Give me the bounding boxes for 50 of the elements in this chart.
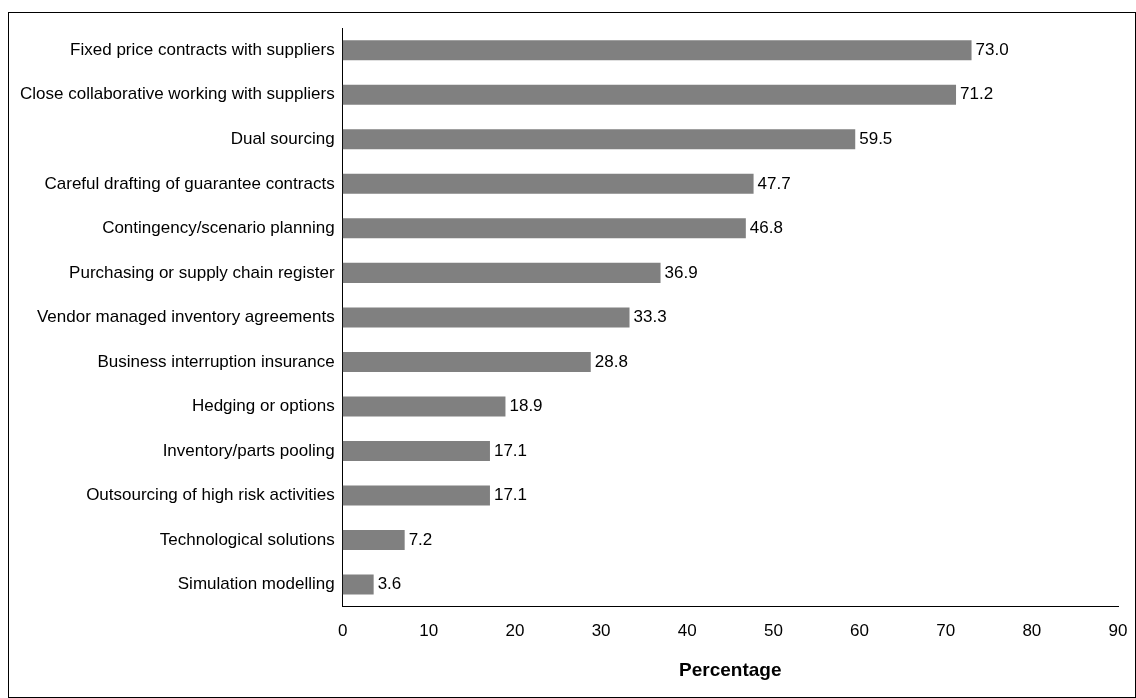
data-label: 36.9 xyxy=(664,262,698,282)
bar xyxy=(342,129,856,150)
bar xyxy=(342,440,490,461)
x-axis-title: Percentage xyxy=(679,658,782,680)
y-tick-label: Purchasing or supply chain register xyxy=(69,262,335,282)
x-tick-label: 80 xyxy=(1022,620,1042,640)
x-tick-label: 50 xyxy=(763,620,783,640)
data-label: 59.5 xyxy=(859,129,893,148)
bar xyxy=(342,218,746,239)
bar xyxy=(342,173,754,194)
y-tick-label: Close collaborative working with suppliers xyxy=(19,84,335,104)
y-tick-label: Outsourcing of high risk activities xyxy=(86,485,335,505)
data-label: 28.8 xyxy=(594,351,628,371)
y-tick-label: Fixed price contracts with suppliers xyxy=(70,39,335,59)
x-tick-label: 10 xyxy=(419,620,439,640)
data-label: 33.3 xyxy=(633,307,667,327)
data-label: 71.2 xyxy=(960,84,994,104)
x-tick-label: 90 xyxy=(1108,620,1128,640)
data-label: 46.8 xyxy=(749,218,783,238)
x-tick-label: 60 xyxy=(850,620,870,640)
bar xyxy=(342,84,957,105)
y-tick-label: Inventory/parts pooling xyxy=(162,440,335,460)
bar xyxy=(342,574,374,595)
bar xyxy=(342,307,630,328)
data-label: 17.1 xyxy=(493,440,528,460)
bar xyxy=(342,262,661,283)
data-label: 17.1 xyxy=(493,485,528,505)
y-tick-label: Careful drafting of guarantee contracts xyxy=(44,173,335,193)
y-tick-label: Contingency/scenario planning xyxy=(102,218,335,238)
data-label: 7.2 xyxy=(408,529,433,549)
data-label: 73.0 xyxy=(975,39,1009,59)
data-label: 3.6 xyxy=(377,574,402,594)
y-tick-label: Business interruption insurance xyxy=(97,351,335,371)
bar xyxy=(342,40,972,61)
bar xyxy=(342,485,490,506)
y-tick-label: Simulation modelling xyxy=(177,574,335,594)
bar xyxy=(342,396,506,417)
y-tick-label: Technological solutions xyxy=(159,529,335,549)
bar xyxy=(342,530,405,551)
x-tick-label: 30 xyxy=(591,620,611,640)
x-tick-label: 0 xyxy=(337,620,348,640)
x-tick-label: 20 xyxy=(505,620,525,640)
y-tick-label: Dual sourcing xyxy=(230,129,335,148)
x-tick-label: 70 xyxy=(936,620,956,640)
y-tick-label: Hedging or options xyxy=(191,396,335,416)
bar xyxy=(342,351,591,372)
data-label: 47.7 xyxy=(757,173,791,193)
x-tick-label: 40 xyxy=(677,620,697,640)
y-tick-label: Vendor managed inventory agreements xyxy=(36,307,335,327)
data-label: 18.9 xyxy=(509,396,543,416)
